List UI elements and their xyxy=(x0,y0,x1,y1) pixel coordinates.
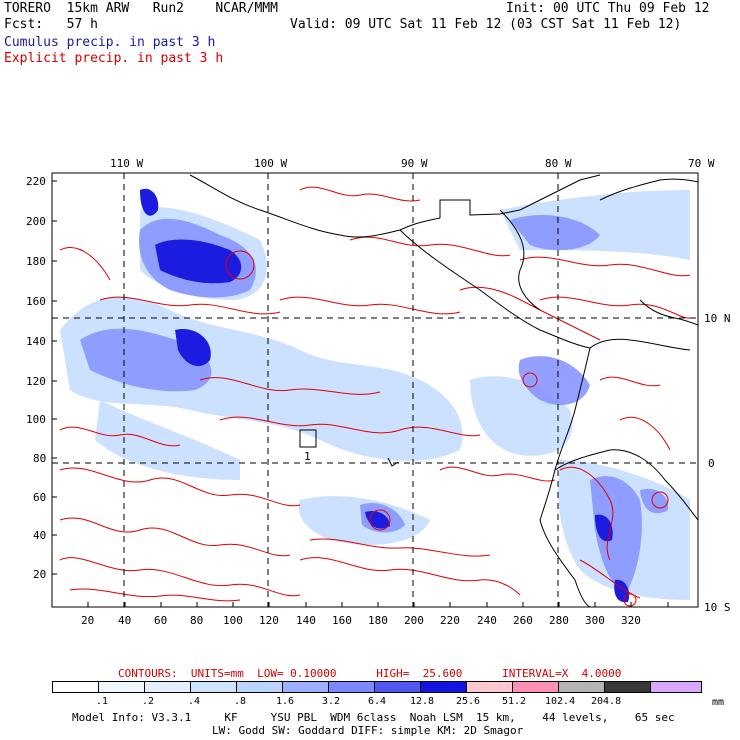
lat-lon-grid xyxy=(52,173,698,607)
lon-label-80w: 80 W xyxy=(545,157,572,170)
color-bar-cell xyxy=(236,681,283,693)
color-bar-label: 102.4 xyxy=(545,696,576,707)
color-bar-cell xyxy=(420,681,467,693)
lat-label-10n: 10 N xyxy=(704,312,731,325)
color-bar-cell xyxy=(98,681,145,693)
color-bar-label: 6.4 xyxy=(368,696,387,707)
lat-label-0: 0 xyxy=(708,457,715,470)
y-tick-label: 60 xyxy=(33,491,47,504)
cumulus-precip-label: Cumulus precip. in past 3 h xyxy=(4,35,216,50)
x-tick-label: 40 xyxy=(118,614,132,627)
lon-label-70w: 70 W xyxy=(688,157,715,170)
x-tick-label: 160 xyxy=(332,614,352,627)
color-bar-label: .1 xyxy=(96,696,109,707)
y-tick-label: 160 xyxy=(26,295,46,308)
color-bar-label: 3.2 xyxy=(322,696,341,707)
model-physics: LW: Godd SW: Goddard DIFF: simple KM: 2D… xyxy=(212,724,524,737)
x-tick-label: 120 xyxy=(259,614,279,627)
init-time: Init: 00 UTC Thu 09 Feb 12 xyxy=(506,1,710,16)
x-tick-label: 80 xyxy=(190,614,204,627)
color-bar-label: .2 xyxy=(142,696,155,707)
x-tick-label: 140 xyxy=(296,614,316,627)
x-tick-label: 200 xyxy=(404,614,424,627)
color-bar-cell xyxy=(190,681,237,693)
contour-info: CONTOURS: UNITS=mm LOW= 0.10000 HIGH= 25… xyxy=(118,667,622,680)
forecast-hour: Fcst: 57 h xyxy=(4,17,98,32)
map-point-label: 1 xyxy=(304,450,311,463)
explicit-precip-contours xyxy=(59,186,691,607)
color-bar-label: 25.6 xyxy=(456,696,481,707)
x-tick-label: 100 xyxy=(223,614,243,627)
lon-label-90w: 90 W xyxy=(401,157,428,170)
color-bar-cell xyxy=(282,681,329,693)
x-tick-label: 60 xyxy=(154,614,168,627)
color-bar-cell xyxy=(144,681,191,693)
coastlines xyxy=(189,174,698,607)
y-tick-label: 120 xyxy=(26,375,46,388)
color-bar-label: 1.6 xyxy=(276,696,295,707)
x-tick-label: 300 xyxy=(585,614,605,627)
x-tick-label: 20 xyxy=(81,614,95,627)
lon-label-100w: 100 W xyxy=(254,157,288,170)
explicit-precip-label: Explicit precip. in past 3 h xyxy=(4,51,224,66)
plot-frame xyxy=(51,172,699,608)
lat-label-10s: 10 S xyxy=(704,601,731,614)
color-bar-cell xyxy=(374,681,421,693)
color-bar-label: 51.2 xyxy=(502,696,527,707)
lon-label-110w: 110 W xyxy=(110,157,144,170)
color-bar-cell xyxy=(466,681,513,693)
color-bar-label: .8 xyxy=(234,696,247,707)
color-bar-cell xyxy=(512,681,559,693)
y-tick-label: 180 xyxy=(26,255,46,268)
x-tick-label: 180 xyxy=(368,614,388,627)
model-info: Model Info: V3.3.1 KF YSU PBL WDM 6class… xyxy=(72,711,675,724)
x-tick-label: 220 xyxy=(440,614,460,627)
color-bar-units: mm xyxy=(712,697,725,708)
axis-ticks xyxy=(52,180,669,607)
color-bar-label: 12.8 xyxy=(410,696,435,707)
color-bar-cell xyxy=(52,681,99,693)
y-tick-label: 140 xyxy=(26,335,46,348)
color-bar-cell xyxy=(558,681,605,693)
y-tick-label: 200 xyxy=(26,215,46,228)
model-title: TORERO 15km ARW Run2 NCAR/MMM xyxy=(4,1,278,16)
color-bar-label: 204.8 xyxy=(591,696,622,707)
color-bar-cell xyxy=(650,681,702,693)
x-tick-label: 280 xyxy=(549,614,569,627)
x-tick-label: 320 xyxy=(621,614,641,627)
valid-time: Valid: 09 UTC Sat 11 Feb 12 (03 CST Sat … xyxy=(290,17,682,32)
color-bar-label: .4 xyxy=(188,696,201,707)
color-bar-cell xyxy=(604,681,651,693)
y-tick-label: 100 xyxy=(26,413,46,426)
y-tick-label: 20 xyxy=(33,568,47,581)
x-tick-label: 240 xyxy=(477,614,497,627)
y-tick-label: 40 xyxy=(33,529,47,542)
color-bar-cell xyxy=(328,681,375,693)
y-tick-label: 80 xyxy=(33,452,47,465)
y-tick-label: 220 xyxy=(26,175,46,188)
precip-fields xyxy=(52,173,698,607)
x-tick-label: 260 xyxy=(513,614,533,627)
